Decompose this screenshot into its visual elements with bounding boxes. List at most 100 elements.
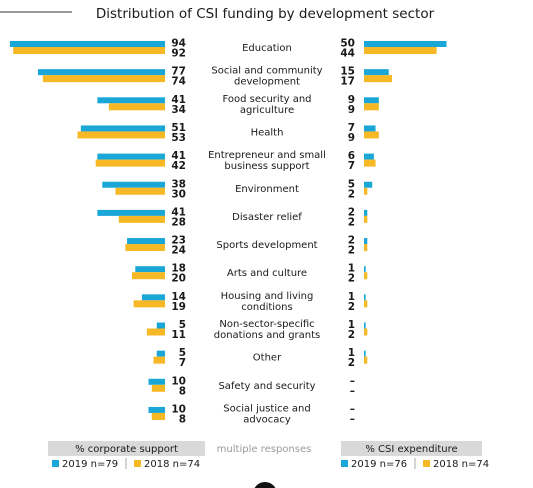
bar bbox=[127, 238, 165, 245]
bar bbox=[364, 125, 376, 132]
bar bbox=[118, 215, 165, 223]
category-label: Sports development bbox=[216, 240, 317, 251]
category-label: Social and community bbox=[211, 66, 322, 77]
bar bbox=[364, 97, 379, 104]
bar bbox=[132, 272, 165, 280]
value-label: 23 bbox=[171, 235, 186, 247]
bar bbox=[364, 300, 368, 308]
category-label: donations and grants bbox=[214, 330, 321, 341]
value-label: 1 bbox=[348, 319, 355, 331]
value-label: 7 bbox=[179, 357, 186, 369]
bar bbox=[95, 159, 165, 167]
legend-swatch bbox=[341, 460, 348, 467]
value-label: 7 bbox=[348, 122, 355, 134]
value-label: 2 bbox=[348, 357, 355, 369]
legend-label: 2018 n=74 bbox=[433, 459, 489, 470]
bar bbox=[364, 322, 366, 329]
chart-title: Distribution of CSI funding by developme… bbox=[96, 6, 435, 22]
bar bbox=[364, 75, 393, 83]
panel-label-box bbox=[48, 441, 205, 456]
value-label: 19 bbox=[171, 301, 186, 313]
legend-swatch bbox=[423, 460, 430, 467]
panel-label: % corporate support bbox=[75, 444, 178, 455]
panel-label: % CSI expenditure bbox=[365, 444, 457, 455]
bar bbox=[13, 47, 166, 54]
value-label: 74 bbox=[171, 76, 186, 88]
value-label: 1 bbox=[348, 263, 355, 275]
legend-swatch bbox=[134, 460, 141, 467]
bar bbox=[148, 378, 165, 385]
bar bbox=[153, 356, 165, 364]
category-label: development bbox=[234, 77, 300, 88]
value-label: 17 bbox=[340, 76, 355, 88]
bar bbox=[77, 131, 165, 139]
value-label: 38 bbox=[171, 178, 186, 190]
bar bbox=[364, 187, 368, 195]
category-label: Entrepreneur and small bbox=[208, 150, 326, 161]
bar bbox=[364, 209, 368, 216]
category-label: Education bbox=[242, 43, 292, 54]
category-label: Other bbox=[253, 353, 282, 364]
bar bbox=[364, 103, 379, 111]
value-label: 20 bbox=[171, 273, 186, 285]
value-label: 77 bbox=[171, 66, 186, 78]
value-label: 51 bbox=[171, 122, 186, 134]
value-label: – bbox=[350, 403, 355, 415]
legend-label: 2019 n=76 bbox=[351, 459, 407, 470]
legend-label: 2019 n=79 bbox=[62, 459, 118, 470]
panel-label-box bbox=[341, 441, 482, 456]
value-label: 42 bbox=[171, 160, 186, 172]
value-label: 2 bbox=[348, 273, 355, 285]
value-label: 53 bbox=[171, 132, 186, 144]
value-label: 28 bbox=[171, 216, 186, 228]
value-label: 5 bbox=[348, 178, 355, 190]
bar bbox=[364, 69, 389, 76]
bar bbox=[364, 181, 373, 188]
bar bbox=[102, 181, 165, 188]
category-label: business support bbox=[224, 161, 309, 172]
value-label: 50 bbox=[340, 38, 355, 50]
value-label: 9 bbox=[348, 94, 355, 106]
value-label: 8 bbox=[179, 413, 186, 425]
category-label: agriculture bbox=[240, 105, 294, 116]
category-label: Non-sector-specific bbox=[219, 319, 314, 330]
value-label: 41 bbox=[171, 206, 186, 218]
bar bbox=[364, 41, 447, 47]
bar bbox=[364, 294, 366, 301]
value-label: 41 bbox=[171, 94, 186, 106]
bar bbox=[364, 356, 368, 364]
value-label: 30 bbox=[171, 188, 186, 200]
category-label: Health bbox=[251, 127, 284, 138]
value-label: 2 bbox=[348, 206, 355, 218]
bar bbox=[9, 41, 166, 47]
value-label: 6 bbox=[348, 150, 355, 162]
value-label: 18 bbox=[171, 263, 186, 275]
value-label: 5 bbox=[179, 347, 186, 359]
value-label: 15 bbox=[340, 66, 355, 78]
bar bbox=[364, 47, 437, 54]
category-label: Environment bbox=[235, 184, 299, 195]
bar bbox=[364, 272, 368, 280]
bar bbox=[97, 97, 165, 104]
legend-swatch bbox=[52, 460, 59, 467]
bar bbox=[80, 125, 165, 132]
value-label: 94 bbox=[171, 38, 186, 50]
value-label: – bbox=[350, 413, 355, 425]
decoration bbox=[254, 482, 276, 488]
category-label: Housing and living bbox=[221, 291, 314, 302]
category-label: conditions bbox=[241, 302, 292, 313]
bar bbox=[97, 209, 165, 216]
value-label: – bbox=[350, 375, 355, 387]
bar bbox=[148, 406, 165, 413]
bar bbox=[151, 384, 165, 392]
value-label: – bbox=[350, 385, 355, 397]
bar bbox=[156, 322, 165, 329]
category-label: Social justice and bbox=[223, 403, 311, 414]
category-label: Food security and bbox=[222, 94, 311, 105]
bar bbox=[97, 153, 165, 160]
bar bbox=[156, 350, 165, 357]
value-label: 2 bbox=[348, 301, 355, 313]
bar bbox=[364, 244, 368, 252]
value-label: 24 bbox=[171, 245, 186, 257]
